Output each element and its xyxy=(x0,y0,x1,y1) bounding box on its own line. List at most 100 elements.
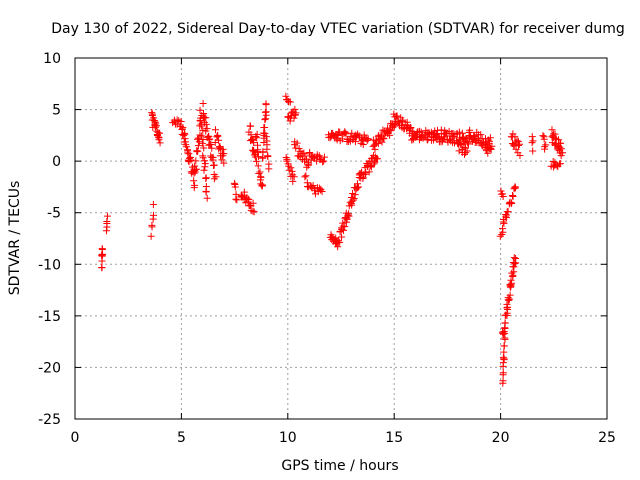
x-tick-label: 5 xyxy=(177,430,186,446)
data-point xyxy=(334,243,342,251)
data-point xyxy=(301,173,309,181)
data-point xyxy=(300,149,308,157)
data-point xyxy=(303,163,311,171)
data-point xyxy=(510,263,518,271)
data-point xyxy=(210,161,218,169)
data-point xyxy=(371,158,379,166)
data-point xyxy=(202,174,210,182)
data-point xyxy=(333,136,341,144)
data-point xyxy=(318,187,326,195)
data-point xyxy=(185,150,193,158)
data-point xyxy=(470,132,478,140)
data-point xyxy=(148,221,156,229)
data-point xyxy=(255,170,263,178)
data-point xyxy=(213,133,221,141)
data-point xyxy=(259,181,267,189)
data-point xyxy=(499,369,507,377)
data-point xyxy=(155,134,163,142)
data-point xyxy=(348,129,356,137)
x-tick-label: 25 xyxy=(598,430,616,446)
y-tick-labels: -25 -20 -15 -10 -5 0 5 10 xyxy=(38,51,61,428)
data-point xyxy=(503,300,511,308)
grid-lines xyxy=(75,58,607,419)
data-point xyxy=(557,145,565,153)
data-point xyxy=(177,117,185,125)
data-point xyxy=(215,136,223,144)
data-point xyxy=(288,167,296,175)
data-point xyxy=(246,122,254,130)
data-point xyxy=(287,164,295,172)
y-tick-label: -5 xyxy=(47,206,61,222)
data-point xyxy=(261,116,269,124)
data-point xyxy=(515,142,523,150)
x-tick-label: 10 xyxy=(279,430,297,446)
data-point xyxy=(500,342,508,350)
data-point xyxy=(302,172,310,180)
data-point xyxy=(264,153,272,161)
data-point xyxy=(183,143,191,151)
data-point xyxy=(344,211,352,219)
data-point xyxy=(541,145,549,153)
data-point xyxy=(499,377,507,385)
data-point xyxy=(338,233,346,241)
data-point xyxy=(262,100,270,108)
data-point xyxy=(515,140,523,148)
data-point xyxy=(252,157,260,165)
y-tick-label: -25 xyxy=(38,412,61,428)
data-point xyxy=(516,152,524,160)
data-point xyxy=(485,137,493,145)
data-point xyxy=(208,144,216,152)
data-point xyxy=(380,135,388,143)
data-point xyxy=(505,295,513,303)
x-axis-label: GPS time / hours xyxy=(281,458,398,474)
data-point xyxy=(529,137,537,145)
data-point xyxy=(334,132,342,140)
data-point xyxy=(463,147,471,155)
data-point xyxy=(354,183,362,191)
data-point xyxy=(373,155,381,163)
data-point xyxy=(202,188,210,196)
data-point xyxy=(511,133,519,141)
data-point xyxy=(199,100,207,108)
data-point xyxy=(203,125,211,133)
data-point xyxy=(365,168,373,176)
data-point xyxy=(249,207,257,215)
data-point xyxy=(254,153,262,161)
data-point xyxy=(192,157,200,165)
data-point xyxy=(506,291,514,299)
data-point xyxy=(205,135,213,143)
data-point xyxy=(361,170,369,178)
x-tick-label: 20 xyxy=(492,430,510,446)
x-tick-label: 15 xyxy=(385,430,403,446)
data-point xyxy=(249,199,257,207)
data-point xyxy=(292,109,300,117)
data-point xyxy=(199,126,207,134)
data-point xyxy=(540,135,548,143)
data-point xyxy=(413,132,421,140)
data-point xyxy=(263,145,271,153)
y-tick-label: -15 xyxy=(38,309,61,325)
y-tick-label: -10 xyxy=(38,257,61,273)
data-point xyxy=(305,160,313,168)
data-point xyxy=(184,149,192,157)
data-point xyxy=(289,177,297,185)
data-point xyxy=(313,157,321,165)
y-tick-label: 5 xyxy=(52,103,61,119)
data-point xyxy=(510,254,518,262)
data-point xyxy=(198,122,206,130)
data-point xyxy=(179,123,187,131)
data-point xyxy=(460,143,468,151)
data-point xyxy=(345,210,353,218)
data-point xyxy=(256,168,264,176)
data-point xyxy=(201,157,209,165)
data-point xyxy=(232,195,240,203)
data-point xyxy=(200,166,208,174)
data-point xyxy=(423,136,431,144)
data-point xyxy=(551,134,559,142)
data-point xyxy=(187,156,195,164)
chart-title: Day 130 of 2022, Sidereal Day-to-day VTE… xyxy=(51,21,625,37)
data-point xyxy=(462,134,470,142)
data-point xyxy=(293,139,301,147)
data-point xyxy=(211,126,219,134)
